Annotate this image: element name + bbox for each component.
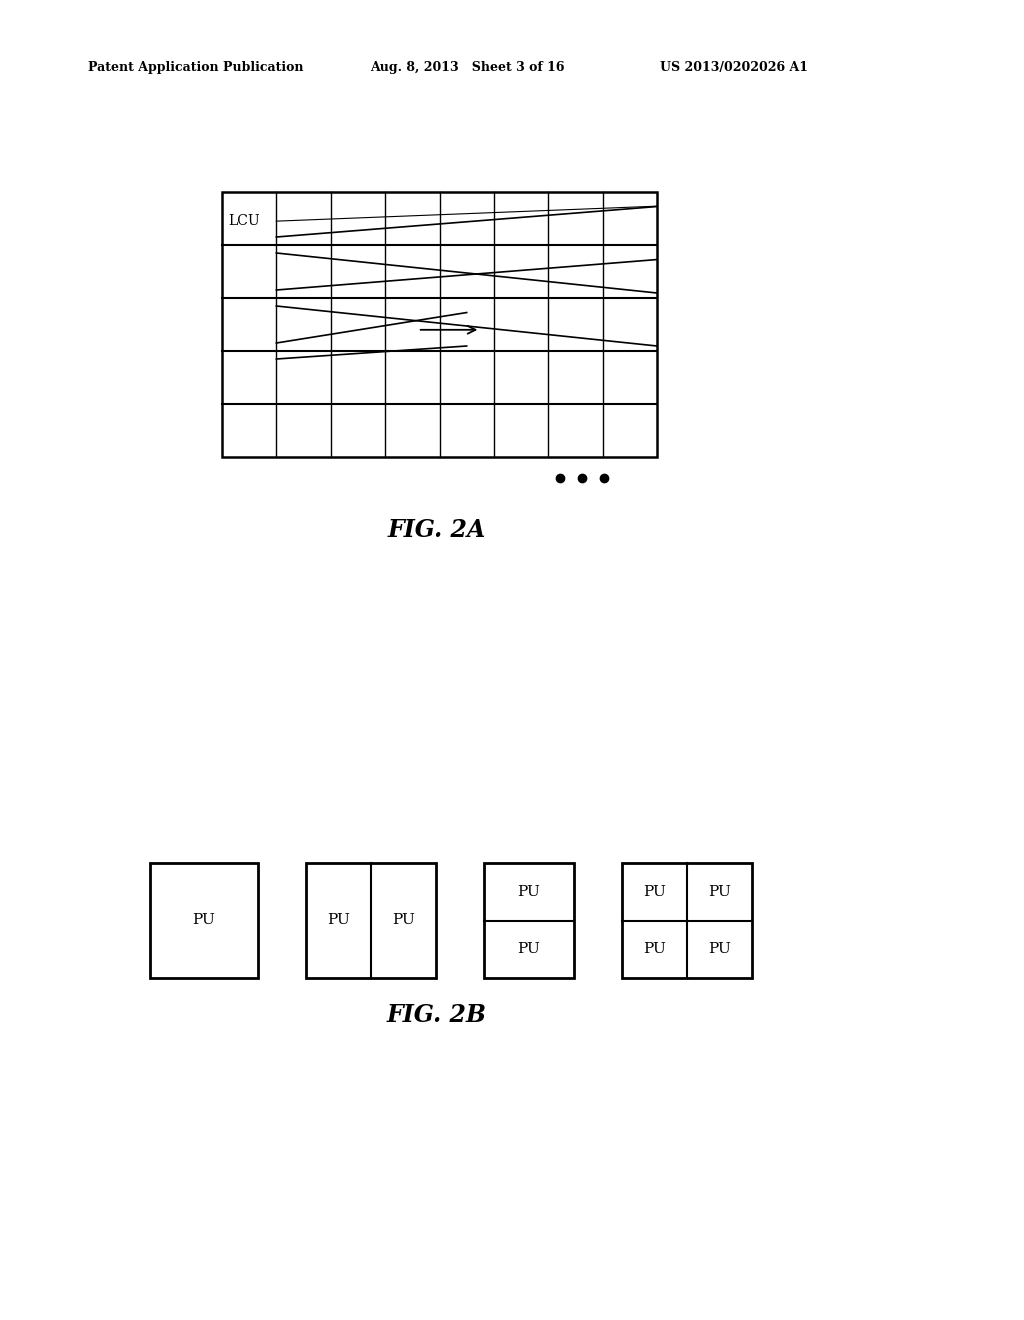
Text: PU: PU <box>517 884 541 899</box>
Text: Aug. 8, 2013   Sheet 3 of 16: Aug. 8, 2013 Sheet 3 of 16 <box>370 62 564 74</box>
Text: PU: PU <box>517 942 541 956</box>
Text: PU: PU <box>193 913 215 928</box>
Text: Patent Application Publication: Patent Application Publication <box>88 62 303 74</box>
Bar <box>150 863 258 978</box>
Text: PU: PU <box>708 942 731 956</box>
Text: PU: PU <box>643 942 666 956</box>
Text: LCU: LCU <box>228 214 260 228</box>
Bar <box>306 863 436 978</box>
Text: PU: PU <box>327 913 350 928</box>
Text: PU: PU <box>392 913 415 928</box>
Bar <box>622 863 752 978</box>
Bar <box>222 191 657 457</box>
Text: PU: PU <box>708 884 731 899</box>
Text: PU: PU <box>643 884 666 899</box>
Text: FIG. 2A: FIG. 2A <box>388 517 486 543</box>
Text: FIG. 2B: FIG. 2B <box>387 1003 487 1027</box>
Text: US 2013/0202026 A1: US 2013/0202026 A1 <box>660 62 808 74</box>
Bar <box>484 863 574 978</box>
